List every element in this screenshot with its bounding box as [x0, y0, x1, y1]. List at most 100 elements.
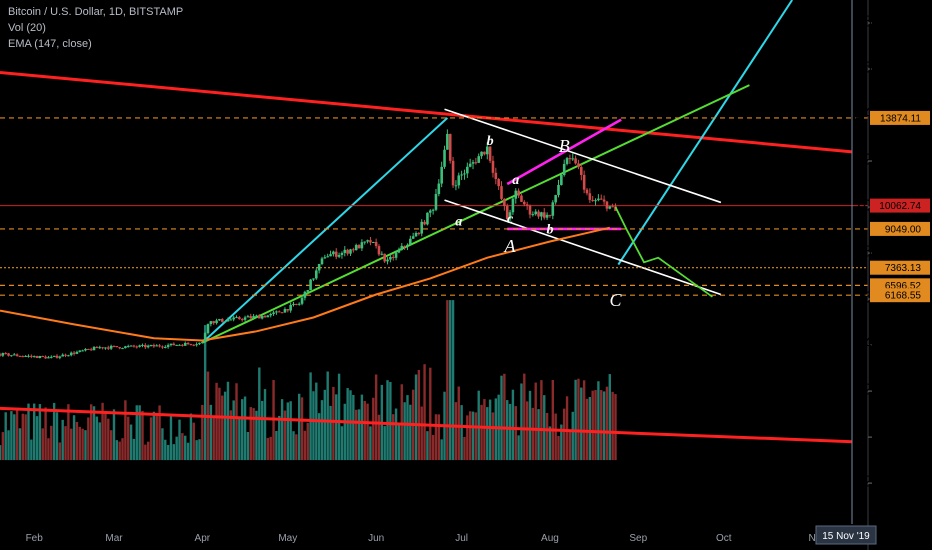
candle-body	[557, 184, 560, 196]
price-level-tag	[870, 260, 930, 275]
chart-symbol-title: Bitcoin / U.S. Dollar, 1D, BITSTAMP	[8, 6, 184, 18]
volume-bar	[563, 408, 566, 461]
candle-body	[602, 199, 606, 202]
candle-body	[166, 345, 170, 347]
volume-bar	[286, 402, 289, 461]
candle-body	[454, 185, 458, 187]
volume-bar	[611, 391, 614, 461]
candle-body	[374, 241, 378, 247]
volume-bar	[480, 404, 483, 461]
volume-bar	[58, 442, 62, 461]
ema-indicator-label[interactable]: EMA (147, close)	[8, 38, 92, 50]
volume-bar	[181, 433, 184, 461]
candle-body	[109, 345, 113, 349]
volume-bar	[557, 436, 560, 461]
volume-bar	[30, 439, 33, 461]
volume-bar	[360, 394, 364, 461]
volume-bar	[164, 439, 167, 461]
candle-body	[4, 353, 7, 355]
candle-body	[357, 245, 361, 249]
volume-bar	[491, 412, 495, 461]
candle-body	[409, 238, 412, 245]
candle-body	[215, 320, 218, 324]
volume-bars	[0, 300, 617, 461]
candle-body	[565, 158, 569, 164]
candle-body	[397, 249, 401, 253]
volume-bar	[35, 416, 39, 461]
candle-body	[203, 333, 207, 343]
candle-body	[295, 303, 298, 305]
candle-body	[58, 356, 62, 358]
candle-body	[585, 189, 589, 194]
candle-body	[272, 312, 275, 315]
time-axis: Feb Mar Apr May Jun Jul Aug Sep Oct N 15 Nov '19	[26, 0, 877, 545]
candle-body	[30, 355, 33, 357]
candle-body	[212, 321, 216, 324]
volume-bar	[571, 411, 574, 461]
volume-bar	[209, 404, 213, 461]
volume-bar	[309, 372, 312, 461]
candle-body	[428, 210, 432, 213]
volume-bar	[4, 412, 7, 461]
volume-bar	[463, 436, 466, 461]
candle-body	[283, 309, 287, 313]
volume-bar	[488, 399, 492, 461]
candle-body	[468, 163, 472, 167]
candle-body	[426, 212, 429, 225]
price-level-tag	[870, 198, 930, 213]
candle-body	[579, 167, 583, 175]
candle-body	[155, 345, 159, 347]
volume-bar	[275, 430, 278, 461]
candle-body	[317, 263, 321, 271]
candle-body	[115, 345, 119, 348]
candle-body	[38, 356, 42, 359]
volume-bar	[451, 300, 455, 461]
candle-body	[132, 345, 136, 347]
candle-body	[152, 345, 156, 347]
candle-body	[32, 356, 36, 358]
volume-bar	[241, 399, 244, 461]
volume-indicator-label[interactable]: Vol (20)	[8, 22, 46, 34]
candle-body	[545, 214, 549, 218]
volume-bar	[337, 373, 341, 461]
volume-bar	[420, 406, 423, 461]
candle-body	[534, 211, 538, 215]
volume-bar	[38, 404, 42, 461]
candle-body	[138, 345, 141, 347]
price-axis: 18000.0016000.0014000.0012000.0010000.00…	[854, 0, 932, 550]
candle-body	[329, 254, 332, 257]
candle-body	[15, 354, 19, 356]
x-tick-label: Sep	[629, 533, 647, 544]
volume-bar	[457, 386, 460, 461]
volume-bar	[84, 430, 87, 461]
candle-body	[24, 355, 27, 357]
y-tick-label: 12000.00	[854, 152, 921, 169]
candle-body	[235, 317, 238, 319]
volume-bar	[175, 436, 178, 461]
candle-body	[380, 253, 384, 255]
volume-bar	[440, 439, 443, 461]
volume-bar	[75, 421, 79, 461]
candle-body	[126, 346, 130, 348]
volume-bar	[70, 428, 73, 461]
volume-bar	[446, 300, 449, 461]
volume-bar	[112, 409, 116, 461]
candle-body	[240, 319, 244, 321]
volume-bar	[429, 367, 432, 461]
candle-body	[49, 356, 53, 358]
candle-body	[383, 253, 386, 262]
candle-body	[491, 160, 495, 173]
candle-body	[360, 242, 364, 249]
candle-body	[391, 256, 395, 258]
candle-body	[582, 174, 586, 190]
volume-bar	[574, 379, 577, 461]
candle-body	[52, 355, 56, 357]
candle-body	[608, 206, 612, 209]
volume-bar	[44, 407, 47, 461]
candle-body	[605, 201, 609, 209]
volume-bar	[232, 400, 235, 461]
volume-bar	[460, 405, 463, 461]
candle-body	[252, 316, 255, 319]
volume-bar	[283, 410, 287, 461]
